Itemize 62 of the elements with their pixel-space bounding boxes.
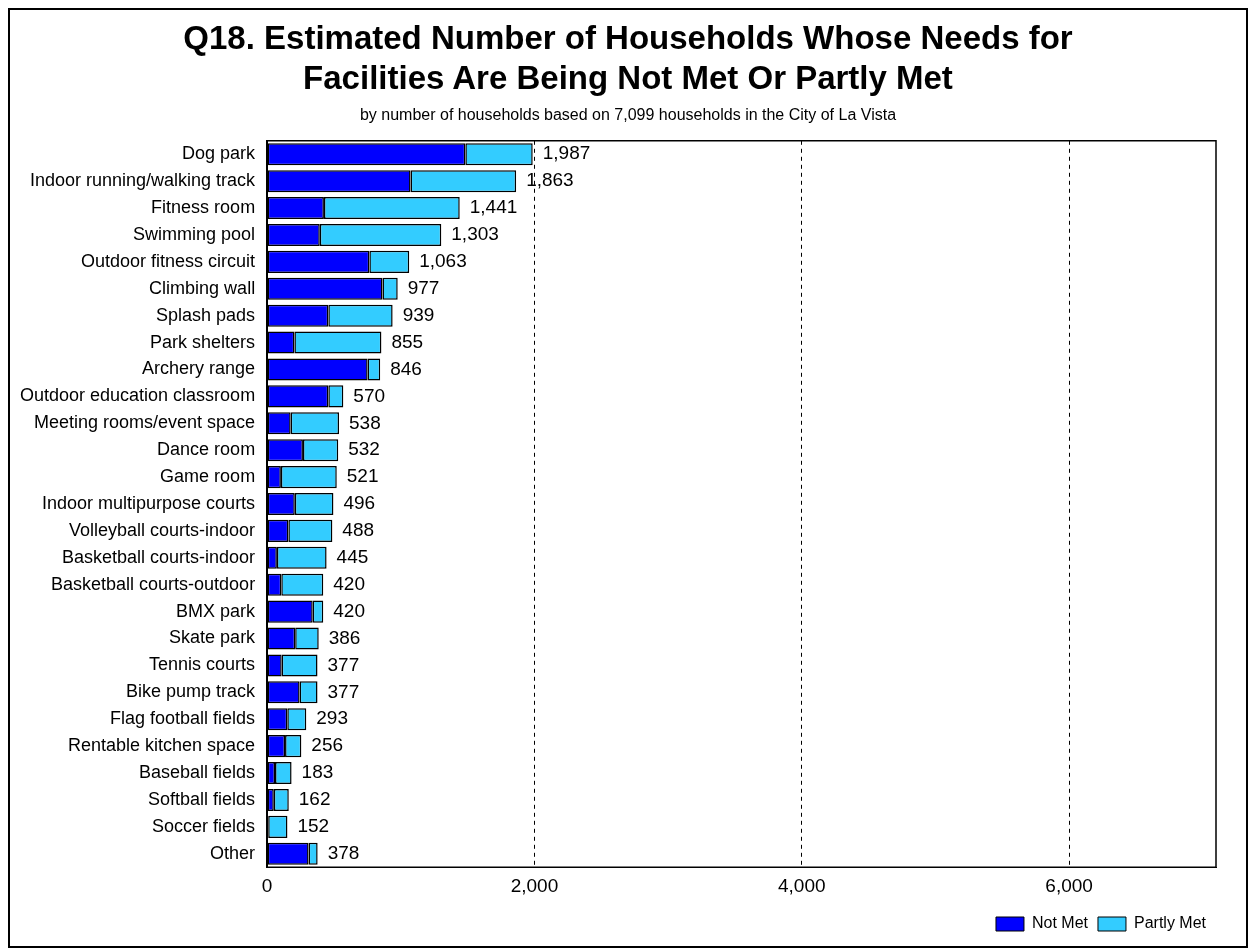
total-label: 420 [333,599,365,621]
total-label: 939 [402,303,435,325]
total-label: 570 [353,384,386,406]
total-label: 377 [327,653,360,675]
total-label: 532 [348,438,380,460]
y-tick-label: Game room [160,466,256,487]
y-tick-label: Indoor multipurpose courts [42,492,256,513]
y-tick-label: Basketball courts-indoor [62,546,256,567]
y-tick-label: Bike pump track [126,681,257,702]
x-tick-label: 6,000 [1045,874,1093,896]
chart-subtitle: by number of households based on 7,099 households in the City of La Vista [358,106,898,124]
total-label: 386 [328,626,361,648]
total-label: 377 [327,680,360,702]
y-tick-label: Baseball fields [139,762,256,783]
x-tick-label: 2,000 [510,874,559,896]
x-tick-label: 4,000 [778,874,826,896]
total-label: 1,441 [469,196,518,218]
total-label: 183 [301,761,334,783]
total-label: 420 [333,572,365,594]
total-label: 538 [349,411,381,433]
total-label: 378 [327,841,360,863]
total-label: 1,863 [526,169,574,191]
y-tick-label: Splash pads [156,304,256,325]
total-label: 445 [336,546,369,568]
total-label: 293 [316,707,348,729]
y-tick-label: Meeting rooms/event space [34,412,256,433]
total-label: 846 [390,357,422,379]
total-label: 152 [297,815,330,837]
y-tick-label: BMX park [176,600,257,621]
legend-label: Partly Met [1133,914,1207,932]
y-tick-label: Dance room [157,439,256,460]
total-label: 496 [343,492,376,514]
y-tick-label: Outdoor education classroom [20,385,256,406]
y-tick-label: Rentable kitchen space [68,735,256,756]
y-tick-label: Swimming pool [133,223,256,244]
y-tick-label: Dog park [182,143,257,164]
total-label: 256 [311,734,344,756]
y-tick-label: Archery range [142,358,256,379]
y-tick-label: Tennis courts [149,654,256,675]
total-label: 1,063 [419,250,467,272]
total-label: 1,303 [451,223,499,245]
y-tick-label: Fitness room [151,197,256,218]
y-tick-label: Outdoor fitness circuit [81,250,256,271]
y-tick-label: Indoor running/walking track [30,170,257,191]
total-label: 521 [346,465,379,487]
y-tick-label: Softball fields [148,788,256,809]
y-tick-label: Skate park [169,627,257,648]
y-tick-label: Flag football fields [110,708,256,729]
y-tick-label: Other [210,842,256,863]
total-label: 855 [391,330,424,352]
y-tick-label: Park shelters [150,331,256,352]
y-tick-label: Climbing wall [149,277,256,298]
y-tick-label: Soccer fields [152,815,256,836]
total-label: 977 [407,277,440,298]
x-tick-label: 0 [261,874,273,896]
total-label: 162 [298,788,331,810]
total-label: 488 [342,519,375,541]
y-tick-label: Volleyball courts-indoor [69,519,256,540]
total-label: 1,987 [542,142,591,164]
y-tick-label: Basketball courts-outdoor [51,573,256,594]
legend-label: Not Met [1031,914,1089,932]
chart-title: Q18. Estimated Number of Households Whose Needs for Facilities Are Being Not Met Or Partly Met [182,18,1074,98]
